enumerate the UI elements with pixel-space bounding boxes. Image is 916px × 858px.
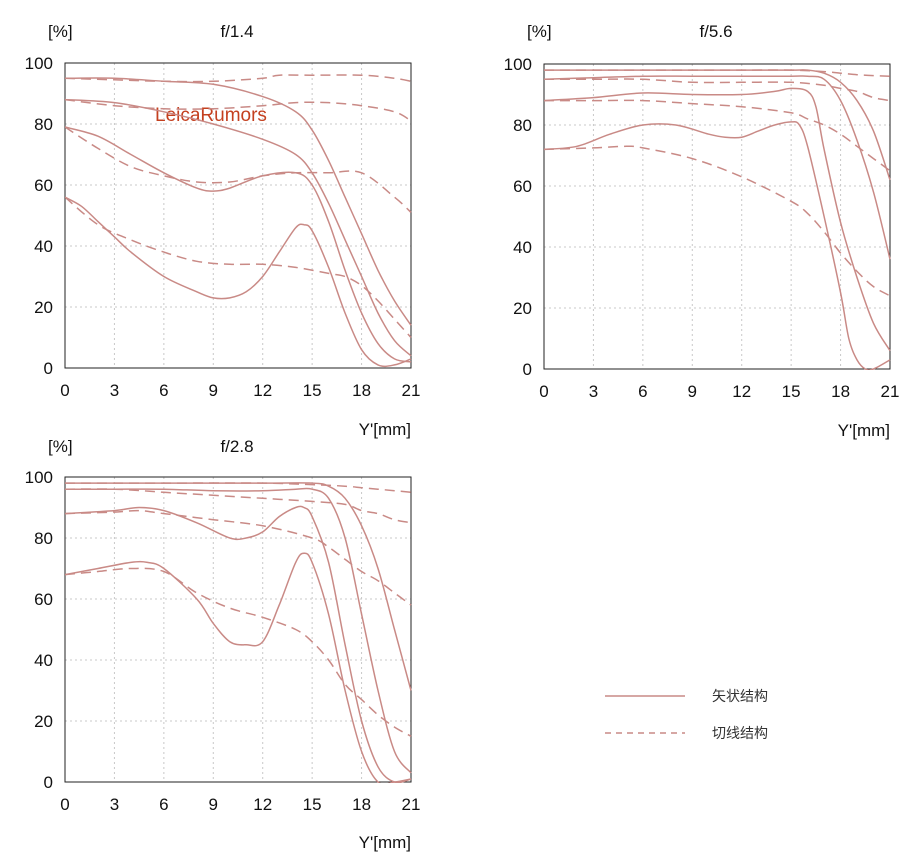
x-tick-label: 21 [881,382,900,401]
x-tick-label: 9 [209,381,218,400]
chart-title: f/2.8 [220,437,253,456]
y-tick-label: 20 [34,712,53,731]
x-tick-label: 9 [688,382,697,401]
sagittal-curve [65,505,412,783]
series-group [65,74,412,368]
x-tick-label: 15 [303,381,322,400]
grid [543,63,891,370]
x-tick-label: 0 [60,381,69,400]
x-tick-label: 6 [159,381,168,400]
watermark: LeicaRumors [155,105,267,126]
tangential-curve [544,78,891,102]
x-tick-label: 3 [110,795,119,814]
tangential-curve [544,99,891,172]
x-tick-label: 6 [638,382,647,401]
x-axis-label: Y'[mm] [359,833,411,852]
chart-title: f/5.6 [699,22,732,41]
y-unit-label: [%] [48,22,73,41]
y-tick-label: 40 [34,237,53,256]
y-tick-label: 40 [513,238,532,257]
x-tick-label: 21 [402,381,421,400]
x-tick-label: 15 [782,382,801,401]
y-tick-label: 80 [34,529,53,548]
sagittal-curve [65,482,412,691]
tangential-curve [65,488,412,524]
y-tick-label: 60 [513,177,532,196]
legend-sagittal-label: 矢状结构 [712,689,768,705]
y-unit-label: [%] [48,437,73,456]
x-tick-label: 12 [253,795,272,814]
tangential-curve [65,196,412,338]
chart-title: f/1.4 [220,22,253,41]
plot-frame [64,476,412,783]
chart-f1-4: f/1.4 [%] Y'[mm] LeicaRumors 0 3 6 9 12 15 18 2… [25,22,421,439]
sagittal-curve [65,196,412,368]
chart-f5-6: f/5.6 [%] Y'[mm] 0 3 6 9 12 15 18 21 0 20 40 60 80 10… [504,22,900,440]
x-axis-label: Y'[mm] [838,421,890,440]
x-tick-label: 12 [732,382,751,401]
sagittal-curve [65,126,412,363]
x-tick-label: 12 [253,381,272,400]
x-tick-label: 0 [539,382,548,401]
grid [64,476,412,783]
y-tick-label: 80 [34,115,53,134]
y-tick-label: 100 [25,54,53,73]
x-tick-label: 0 [60,795,69,814]
y-tick-label: 0 [523,360,532,379]
x-tick-label: 18 [352,795,371,814]
tangential-curve [544,69,891,77]
y-tick-label: 0 [44,359,53,378]
y-tick-label: 60 [34,176,53,195]
tangential-curve [65,482,412,494]
series-group [65,482,412,783]
y-tick-label: 20 [34,298,53,317]
sagittal-curve [544,87,891,352]
sagittal-curve [544,75,891,260]
y-tick-label: 60 [34,590,53,609]
x-tick-label: 18 [831,382,850,401]
x-tick-label: 9 [209,795,218,814]
series-group [544,69,891,370]
tangential-curve [65,567,412,737]
tangential-curve [65,126,412,213]
plot-frame [543,63,891,370]
y-tick-label: 80 [513,116,532,135]
x-tick-label: 3 [589,382,598,401]
x-tick-label: 21 [402,795,421,814]
legend-tangential-label: 切线结构 [712,726,768,742]
sagittal-curve [65,487,412,774]
sagittal-curve [544,121,891,370]
tangential-curve [544,145,891,297]
y-tick-label: 100 [25,468,53,487]
tangential-curve [65,509,412,606]
y-tick-label: 100 [504,55,532,74]
x-axis-label: Y'[mm] [359,420,411,439]
chart-f2-8: f/2.8 [%] Y'[mm] 0 3 6 9 12 15 18 21 0 20 40 60 80 10… [25,437,421,852]
tangential-curve [65,98,412,122]
x-tick-label: 6 [159,795,168,814]
x-tick-label: 3 [110,381,119,400]
x-tick-label: 18 [352,381,371,400]
y-tick-label: 40 [34,651,53,670]
x-tick-label: 15 [303,795,322,814]
plot-frame [64,62,412,369]
y-unit-label: [%] [527,22,552,41]
sagittal-curve [65,552,412,783]
y-tick-label: 20 [513,299,532,318]
legend: 矢状结构 切线结构 [605,689,768,742]
y-tick-label: 0 [44,773,53,792]
